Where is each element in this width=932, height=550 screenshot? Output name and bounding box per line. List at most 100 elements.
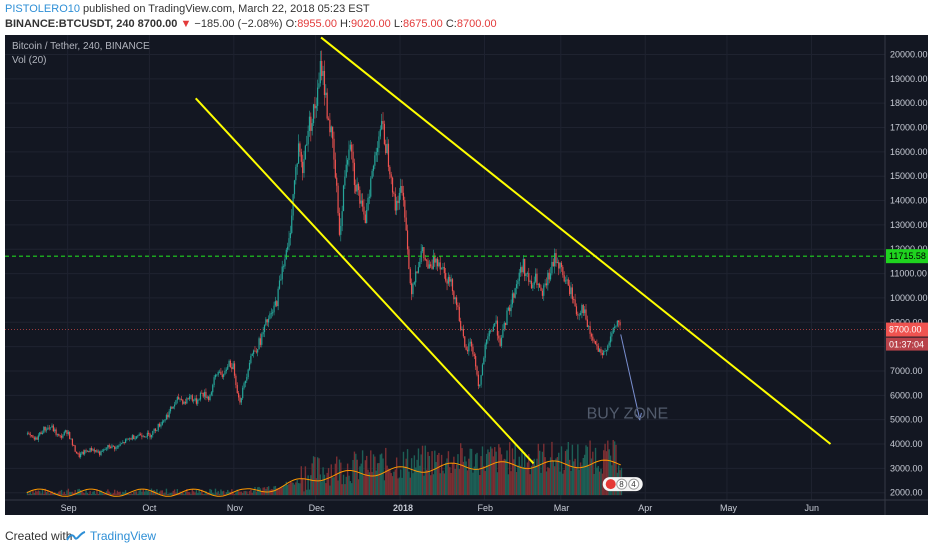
candle-body (270, 313, 272, 315)
price-tick-label: 4000.00 (890, 439, 923, 449)
volume-bar (242, 493, 244, 496)
volume-bar (607, 440, 609, 496)
volume-bar (442, 470, 444, 496)
candle-body (618, 320, 620, 323)
candle-body (556, 262, 558, 264)
volume-bar (100, 490, 102, 496)
volume-bar (243, 491, 245, 496)
price-tick-label: 3000.00 (890, 463, 923, 473)
resistance-price-tag (886, 249, 928, 264)
candle-body (30, 435, 33, 436)
volume-bar (123, 492, 125, 496)
volume-bar (94, 493, 97, 496)
volume-bar (217, 491, 219, 496)
candle-body (468, 343, 470, 352)
volume-bar (462, 461, 465, 496)
candle-body (451, 279, 454, 292)
candle-body (281, 266, 283, 280)
volume-bar (489, 446, 492, 496)
candle-body (161, 421, 163, 425)
candle-body (490, 330, 492, 332)
volume-bar (64, 493, 67, 496)
candle-body (446, 280, 448, 284)
candle-body (28, 433, 30, 435)
candle-body (300, 151, 302, 162)
volume-bar (319, 474, 322, 496)
candle-body (517, 280, 519, 285)
candle-body (510, 304, 512, 312)
candle-body (376, 147, 379, 153)
volume-bar (518, 456, 520, 496)
candle-body (314, 104, 316, 109)
candle-body (562, 266, 564, 276)
low-label: L: (393, 18, 404, 30)
volume-bar (389, 469, 391, 496)
chart-panel[interactable]: 2000.00 3000.00 4000.00 5000.00 6000.00 7000.… (5, 35, 928, 515)
candle-body (276, 301, 278, 307)
candle-body (521, 267, 523, 273)
author-link[interactable]: PISTOLERO10 (5, 3, 80, 15)
candle-body (248, 362, 251, 370)
series-legend: Bitcoin / Tether, 240, BINANCE (12, 41, 150, 52)
candle-body (461, 329, 463, 330)
volume-bar (405, 458, 407, 496)
candle-body (529, 281, 531, 282)
footer: Created with TradingView (0, 518, 932, 550)
candle-body (545, 283, 548, 286)
candle-body (563, 275, 565, 282)
candle-body (261, 334, 263, 345)
candle-body (345, 164, 347, 177)
candle-body (149, 434, 151, 438)
volume-bar (329, 485, 331, 496)
volume-bar (191, 489, 194, 496)
volume-bar (336, 456, 338, 496)
candle-body (584, 309, 586, 314)
time-axis-labels: Sep Oct Nov Dec 2018 Feb Mar Apr May Jun (61, 503, 819, 513)
volume-bar (137, 493, 139, 496)
volume-bar (461, 448, 463, 496)
price-tick-label: 10000.00 (890, 293, 928, 303)
volume-bar (438, 452, 440, 496)
candle-body (137, 435, 139, 437)
candle-body (82, 451, 84, 455)
volume-bar (528, 454, 530, 496)
candle-body (488, 330, 490, 337)
volume-bar (213, 493, 215, 496)
candle-body (415, 271, 417, 283)
volume-bar (534, 465, 537, 496)
candle-body (315, 105, 317, 109)
volume-bar (400, 469, 402, 496)
candle-body (257, 349, 259, 353)
volume-bar (51, 491, 53, 496)
volume-bar (473, 466, 476, 496)
volume-bar (160, 490, 162, 496)
candle-body (603, 351, 605, 355)
volume-bar (56, 493, 59, 496)
volume-bar (228, 491, 230, 496)
volume-bar (514, 442, 516, 496)
volume-bar (491, 448, 493, 496)
volume-bar (494, 447, 496, 496)
volume-bar (101, 493, 104, 496)
volume-bar (394, 469, 396, 496)
candle-body (496, 320, 499, 336)
volume-bar (259, 488, 262, 496)
candle-body (473, 354, 475, 357)
candle-body (282, 266, 285, 268)
volume-bar (90, 493, 93, 496)
candle-body (470, 341, 473, 347)
candle-body (601, 353, 603, 355)
volume-bar (612, 440, 614, 496)
price-chart[interactable]: 2000.00 3000.00 4000.00 5000.00 6000.00 7000.… (5, 35, 928, 515)
volume-bar (578, 469, 580, 496)
volume-bar (30, 493, 33, 496)
volume-bar (142, 489, 144, 496)
candle-body (297, 143, 300, 164)
tradingview-brand[interactable]: TradingView (90, 529, 157, 543)
candle-body (208, 396, 210, 401)
candle-body (156, 430, 158, 431)
candle-body (240, 398, 242, 403)
candle-body (274, 301, 277, 306)
candle-body (411, 283, 413, 295)
volume-bar (515, 472, 518, 496)
